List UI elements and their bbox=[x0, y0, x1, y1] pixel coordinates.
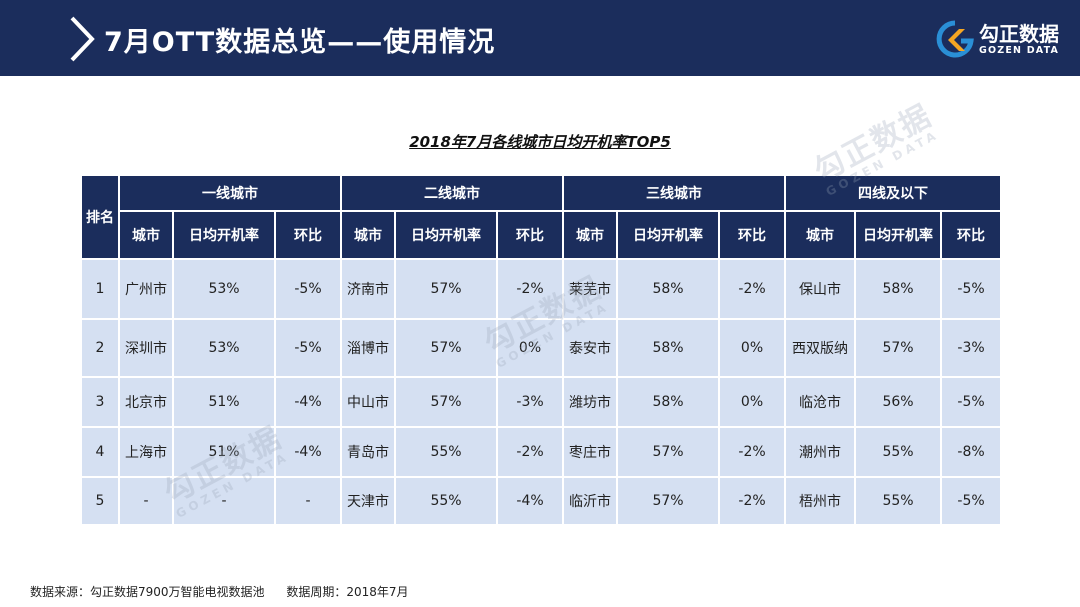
change-cell: -5% bbox=[273, 258, 343, 320]
rate-cell: 55% bbox=[854, 476, 943, 526]
rate-cell: 53% bbox=[172, 318, 276, 378]
column-header: 城市 bbox=[118, 210, 174, 260]
change-cell: -3% bbox=[940, 318, 1003, 378]
column-header: 日均开机率 bbox=[394, 210, 499, 260]
change-cell: -8% bbox=[940, 426, 1003, 478]
city-cell: - bbox=[118, 476, 174, 526]
city-cell: 淄博市 bbox=[340, 318, 397, 378]
change-cell: -3% bbox=[496, 376, 565, 428]
city-cell: 上海市 bbox=[118, 426, 174, 478]
city-cell: 天津市 bbox=[340, 476, 397, 526]
table-row: 5 - - - 天津市 55% -4% 临沂市 57% -2% 梧州市 55% … bbox=[80, 476, 1003, 526]
rate-cell: 58% bbox=[854, 258, 943, 320]
rate-cell: 56% bbox=[854, 376, 943, 428]
change-cell: -2% bbox=[718, 426, 787, 478]
city-cell: 泰安市 bbox=[562, 318, 619, 378]
city-cell: 青岛市 bbox=[340, 426, 397, 478]
change-cell: -4% bbox=[273, 376, 343, 428]
rate-cell: 53% bbox=[172, 258, 276, 320]
column-header: 环比 bbox=[940, 210, 1003, 260]
change-cell: 0% bbox=[496, 318, 565, 378]
column-header: 环比 bbox=[718, 210, 787, 260]
change-cell: -5% bbox=[940, 376, 1003, 428]
rank-cell: 4 bbox=[80, 426, 120, 478]
logo-name: 勾正数据 bbox=[979, 22, 1059, 46]
table-title: 2018年7月各线城市日均开机率TOP5 bbox=[409, 133, 671, 151]
column-header: 城市 bbox=[784, 210, 857, 260]
rate-cell: 55% bbox=[854, 426, 943, 478]
rate-cell: 57% bbox=[616, 426, 721, 478]
company-logo: 勾正数据 GOZEN DATA bbox=[935, 18, 1065, 62]
column-header: 日均开机率 bbox=[854, 210, 943, 260]
table-row: 3 北京市 51% -4% 中山市 57% -3% 潍坊市 58% 0% 临沧市… bbox=[80, 376, 1003, 428]
footer-note: 数据来源：勾正数据7900万智能电视数据池 数据周期：2018年7月 bbox=[30, 583, 409, 600]
rate-cell: 51% bbox=[172, 376, 276, 428]
change-cell: 0% bbox=[718, 318, 787, 378]
table-row: 2 深圳市 53% -5% 淄博市 57% 0% 泰安市 58% 0% 西双版纳… bbox=[80, 318, 1003, 378]
change-cell: -4% bbox=[496, 476, 565, 526]
data-source: 数据来源：勾正数据7900万智能电视数据池 bbox=[30, 585, 265, 599]
change-cell: -2% bbox=[718, 258, 787, 320]
city-cell: 潮州市 bbox=[784, 426, 857, 478]
table-row: 1 广州市 53% -5% 济南市 57% -2% 莱芜市 58% -2% 保山… bbox=[80, 258, 1003, 320]
logo-en: GOZEN DATA bbox=[979, 45, 1060, 56]
change-cell: 0% bbox=[718, 376, 787, 428]
page-title: 7月OTT数据总览——使用情况 bbox=[104, 27, 496, 58]
city-cell: 深圳市 bbox=[118, 318, 174, 378]
chevron-right-icon bbox=[70, 16, 95, 62]
rank-cell: 5 bbox=[80, 476, 120, 526]
city-cell: 潍坊市 bbox=[562, 376, 619, 428]
change-cell: - bbox=[273, 476, 343, 526]
rate-cell: 51% bbox=[172, 426, 276, 478]
column-header: 城市 bbox=[562, 210, 619, 260]
group-header: 四线及以下 bbox=[784, 174, 1003, 212]
column-header: 环比 bbox=[273, 210, 343, 260]
rate-cell: 55% bbox=[394, 426, 499, 478]
city-cell: 枣庄市 bbox=[562, 426, 619, 478]
header-bar: 7月OTT数据总览——使用情况 勾正数据 GOZEN DATA bbox=[0, 0, 1080, 76]
rate-cell: 58% bbox=[616, 376, 721, 428]
column-header: 环比 bbox=[496, 210, 565, 260]
change-cell: -2% bbox=[496, 426, 565, 478]
column-header: 城市 bbox=[340, 210, 397, 260]
city-cell: 济南市 bbox=[340, 258, 397, 320]
group-header: 三线城市 bbox=[562, 174, 787, 212]
city-cell: 广州市 bbox=[118, 258, 174, 320]
rank-cell: 1 bbox=[80, 258, 120, 320]
logo-mark-icon bbox=[936, 20, 974, 58]
city-cell: 临沧市 bbox=[784, 376, 857, 428]
rate-cell: 58% bbox=[616, 318, 721, 378]
change-cell: -2% bbox=[496, 258, 565, 320]
data-period: 数据周期：2018年7月 bbox=[286, 585, 409, 599]
column-header: 日均开机率 bbox=[616, 210, 721, 260]
rate-cell: 55% bbox=[394, 476, 499, 526]
change-cell: -2% bbox=[718, 476, 787, 526]
city-ranking-table: 排名 一线城市 二线城市 三线城市 四线及以下 城市 日均开机率 环比 城市 日… bbox=[80, 174, 1003, 526]
rank-header: 排名 bbox=[80, 174, 120, 260]
rate-cell: 57% bbox=[854, 318, 943, 378]
city-cell: 西双版纳 bbox=[784, 318, 857, 378]
rate-cell: 57% bbox=[394, 258, 499, 320]
table-row: 4 上海市 51% -4% 青岛市 55% -2% 枣庄市 57% -2% 潮州… bbox=[80, 426, 1003, 478]
city-cell: 北京市 bbox=[118, 376, 174, 428]
group-header: 二线城市 bbox=[340, 174, 565, 212]
change-cell: -4% bbox=[273, 426, 343, 478]
rate-cell: 57% bbox=[394, 318, 499, 378]
rate-cell: 58% bbox=[616, 258, 721, 320]
city-cell: 保山市 bbox=[784, 258, 857, 320]
group-header: 一线城市 bbox=[117, 174, 343, 212]
change-cell: -5% bbox=[273, 318, 343, 378]
rank-cell: 3 bbox=[80, 376, 120, 428]
city-cell: 莱芜市 bbox=[562, 258, 619, 320]
rate-cell: 57% bbox=[616, 476, 721, 526]
rate-cell: - bbox=[172, 476, 276, 526]
city-cell: 中山市 bbox=[340, 376, 397, 428]
column-header: 日均开机率 bbox=[172, 210, 276, 260]
change-cell: -5% bbox=[940, 476, 1003, 526]
city-cell: 梧州市 bbox=[784, 476, 857, 526]
rank-cell: 2 bbox=[80, 318, 120, 378]
rate-cell: 57% bbox=[394, 376, 499, 428]
city-cell: 临沂市 bbox=[562, 476, 619, 526]
change-cell: -5% bbox=[940, 258, 1003, 320]
